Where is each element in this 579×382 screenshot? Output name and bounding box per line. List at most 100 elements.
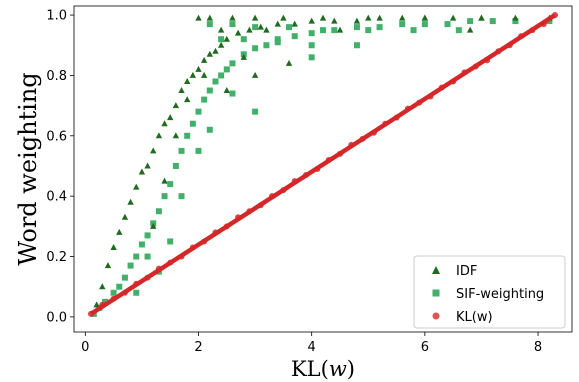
sif-point <box>331 27 338 34</box>
sif-point <box>512 18 519 25</box>
legend-label-idf: IDF <box>456 264 477 279</box>
sif-point <box>116 283 123 290</box>
x-axis-title: KL(w) <box>291 357 355 381</box>
sif-point <box>467 18 474 25</box>
idf-point <box>399 14 406 21</box>
sif-point <box>252 108 259 115</box>
idf-point <box>217 26 225 33</box>
idf-point <box>212 47 219 54</box>
sif-point <box>229 21 236 28</box>
sif-point <box>223 66 230 73</box>
data-marks <box>87 12 559 317</box>
legend-box <box>413 255 566 329</box>
legend: IDF SIF-weighting KL(w) <box>413 255 566 329</box>
x-tick-label: 0 <box>81 340 89 355</box>
sif-point <box>206 21 213 28</box>
sif-point <box>172 162 179 169</box>
idf-point <box>376 14 383 21</box>
sif-point <box>195 147 202 154</box>
idf-point <box>291 20 298 27</box>
idf-point <box>285 59 293 66</box>
y-tick-label: 0.4 <box>46 190 67 205</box>
sif-point <box>144 232 151 239</box>
sif-point <box>308 30 315 37</box>
y-axis-title: Word weighting <box>14 72 42 265</box>
sif-point <box>167 181 174 188</box>
idf-point <box>478 14 485 21</box>
y-tick-label: 0.6 <box>46 129 67 144</box>
legend-marker-idf <box>432 266 440 274</box>
x-tick-label: 8 <box>534 340 542 355</box>
idf-point <box>466 26 474 33</box>
idf-point <box>319 14 327 21</box>
sif-point <box>201 96 208 103</box>
sif-point <box>189 120 196 127</box>
idf-point <box>150 147 157 154</box>
legend-marker-sif <box>432 289 440 297</box>
x-tick-label: 4 <box>308 340 316 355</box>
sif-point <box>252 24 259 31</box>
sif-point <box>155 208 162 215</box>
idf-point <box>251 14 259 21</box>
sif-point <box>489 18 496 25</box>
sif-point <box>212 78 219 85</box>
idf-point <box>116 228 123 235</box>
idf-point <box>110 243 117 250</box>
idf-point <box>161 177 168 184</box>
idf-point <box>200 71 208 78</box>
idf-point <box>421 14 429 21</box>
series-triangle <box>93 14 553 308</box>
legend-label-kl: KL(w) <box>456 310 493 325</box>
idf-point <box>217 41 225 48</box>
sif-point <box>178 193 185 200</box>
idf-point <box>206 14 214 21</box>
idf-point <box>93 301 100 308</box>
idf-point <box>172 102 180 109</box>
sif-point <box>229 60 236 67</box>
idf-point <box>161 120 168 127</box>
sif-point <box>421 21 428 28</box>
sif-point <box>144 253 151 260</box>
y-tick-label: 0.0 <box>46 310 67 325</box>
sif-point <box>365 27 372 34</box>
sif-point <box>291 33 298 40</box>
idf-point <box>234 29 242 36</box>
idf-point <box>223 87 230 94</box>
idf-point <box>195 65 202 72</box>
idf-point <box>257 23 264 30</box>
idf-point <box>229 14 236 21</box>
y-tick-label: 0.2 <box>46 250 67 265</box>
idf-point <box>99 283 106 290</box>
idf-point <box>133 183 140 190</box>
idf-point <box>189 71 197 78</box>
x-axis: 0 2 4 6 8 <box>81 332 542 355</box>
series-square <box>90 18 553 317</box>
sif-point <box>274 39 281 46</box>
sif-point <box>178 147 185 154</box>
idf-point <box>263 26 270 33</box>
sif-point <box>410 27 417 34</box>
sif-point <box>218 72 225 79</box>
idf-point <box>365 14 372 21</box>
sif-point <box>167 238 174 245</box>
idf-point <box>178 87 185 94</box>
y-tick-label: 0.8 <box>46 69 67 84</box>
sif-point <box>102 298 109 305</box>
sif-point <box>206 126 213 133</box>
sif-point <box>229 90 236 97</box>
idf-point <box>183 77 191 84</box>
sif-point <box>138 241 145 248</box>
y-axis: 0.0 0.2 0.4 0.6 0.8 1.0 <box>46 9 74 325</box>
sif-point <box>353 24 360 31</box>
idf-point <box>195 14 202 21</box>
kl-diagonal-line <box>89 13 557 316</box>
idf-point <box>138 168 146 175</box>
sif-point <box>308 42 315 49</box>
idf-point <box>353 17 361 24</box>
idf-point <box>206 50 214 57</box>
idf-point <box>121 213 129 220</box>
idf-point <box>240 53 247 60</box>
sif-point <box>133 289 140 296</box>
sif-point <box>286 24 293 31</box>
